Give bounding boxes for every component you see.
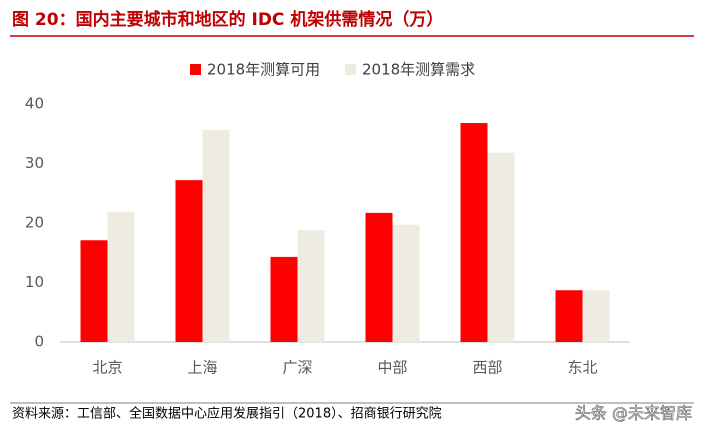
y-tick-label: 10 (25, 273, 44, 291)
legend-label: 2018年测算需求 (362, 61, 475, 79)
bar (582, 290, 610, 342)
y-tick-label: 20 (25, 214, 44, 232)
watermark: 头条 @未来智库 (575, 404, 692, 423)
legend-swatch (190, 64, 201, 75)
bar (460, 123, 488, 342)
legend-label: 2018年测算可用 (207, 61, 320, 79)
bar (555, 290, 583, 342)
source-note: 资料来源：工信部、全国数据中心应用发展指引（2018）、招商银行研究院 (12, 406, 442, 422)
bar (365, 212, 393, 342)
x-tick-label: 北京 (92, 359, 122, 377)
x-tick-label: 广深 (282, 359, 312, 377)
y-tick-label: 30 (25, 154, 44, 172)
y-tick-label: 40 (25, 95, 44, 113)
bar (107, 211, 135, 342)
x-tick-label: 中部 (377, 359, 407, 377)
x-tick-label: 东北 (567, 359, 597, 377)
bar (392, 224, 420, 342)
x-tick-label: 上海 (187, 359, 217, 377)
bar (297, 230, 325, 342)
x-tick-label: 西部 (472, 359, 502, 377)
y-tick-label: 0 (34, 333, 44, 351)
chart-title: 图 20：国内主要城市和地区的 IDC 机架供需情况（万） (12, 9, 443, 30)
bar (202, 130, 230, 342)
bar (270, 256, 298, 342)
bar (175, 180, 203, 342)
legend-swatch (345, 64, 356, 75)
bar (80, 240, 108, 342)
bar (487, 152, 515, 342)
